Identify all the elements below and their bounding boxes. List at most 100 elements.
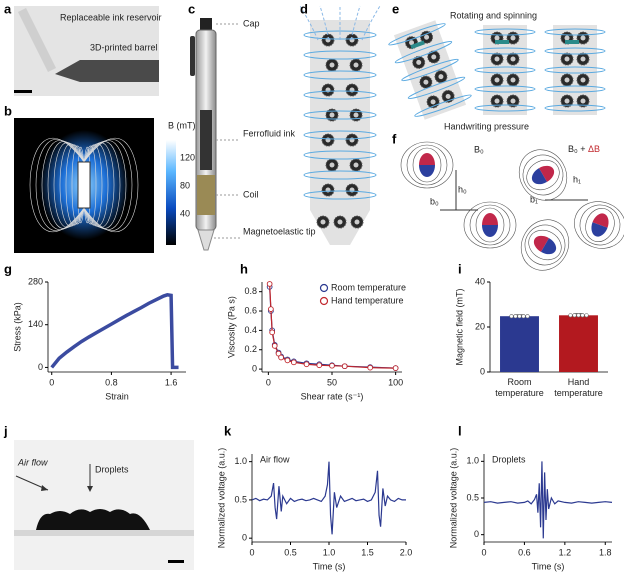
- arrow-head: [87, 486, 93, 492]
- particle-core: [430, 99, 436, 105]
- label: Droplets: [95, 464, 129, 474]
- particle-core: [445, 93, 451, 99]
- pole-n: [482, 213, 498, 225]
- pole-s: [591, 222, 608, 237]
- legend-marker: [319, 296, 329, 306]
- colorbar-tick: 80: [180, 180, 190, 190]
- legend-label: Room temperature: [331, 282, 406, 292]
- label: B₀ +: [568, 144, 588, 154]
- particle-core: [494, 56, 500, 62]
- y-tick-label: 280: [28, 276, 43, 286]
- coil-turn: [544, 66, 606, 74]
- field-line: [71, 145, 85, 225]
- x-tick-label: 1.2: [559, 547, 572, 557]
- point: [525, 314, 530, 319]
- particle-core: [580, 35, 586, 41]
- photo-j: [14, 440, 194, 570]
- label: b₀: [430, 196, 439, 206]
- y-axis-label: Magnetic field (mT): [454, 288, 464, 365]
- flow-line: [299, 5, 319, 41]
- pole-s: [419, 165, 435, 177]
- coil-turn: [414, 94, 472, 117]
- panel-letter: e: [392, 1, 399, 16]
- marker: [316, 362, 323, 369]
- particle-core: [409, 40, 415, 46]
- panel-letter: g: [4, 261, 12, 276]
- particles: [299, 5, 381, 229]
- particle-core: [510, 77, 516, 83]
- x-tick-label: 1.8: [599, 547, 612, 557]
- label: Cap: [243, 18, 260, 28]
- magnets: [400, 141, 624, 271]
- barrel: [55, 60, 159, 82]
- coil-turn: [303, 150, 377, 160]
- particle-core: [564, 77, 570, 83]
- x-tick-label: 100: [388, 377, 403, 387]
- coil-turn: [474, 104, 536, 112]
- field-loop: [518, 149, 568, 201]
- marker: [269, 329, 276, 336]
- coil-turn: [474, 47, 536, 55]
- x-tick-label-part: temperature: [554, 388, 603, 398]
- coil-turn: [303, 130, 377, 140]
- coil-turn: [394, 41, 453, 64]
- y-tick-label: 0.5: [234, 494, 247, 504]
- particle-core: [580, 98, 586, 104]
- label: h₁: [573, 174, 581, 184]
- pole-s: [541, 238, 557, 255]
- x-axis-label: Time (s): [532, 561, 565, 571]
- marker: [278, 354, 284, 361]
- marker: [271, 343, 278, 349]
- particle-core: [354, 219, 360, 225]
- marker: [392, 365, 399, 371]
- spin-arrow: [410, 40, 425, 49]
- field-lines: [29, 137, 139, 233]
- coil-turn: [303, 110, 377, 120]
- coil-turn: [544, 28, 606, 36]
- legend-label: Hand temperature: [331, 295, 404, 305]
- x-tick-label: 0: [266, 377, 271, 387]
- reservoir: [17, 7, 57, 73]
- x-tick-label: Room temperature: [495, 377, 544, 398]
- particle-core: [564, 98, 570, 104]
- x-tick-label: 50: [327, 377, 337, 387]
- dipole: [520, 219, 570, 271]
- particle-core: [580, 56, 586, 62]
- y-tick-label: 140: [28, 319, 43, 329]
- marker: [275, 350, 282, 357]
- x-tick-label: 2.0: [400, 547, 413, 557]
- label: Rotating and spinning: [450, 10, 537, 20]
- flow-line: [361, 5, 381, 41]
- panel-letter: c: [188, 1, 195, 16]
- point: [521, 314, 526, 319]
- annotation: Air flow: [260, 454, 290, 464]
- y-tick-label: 0: [38, 362, 43, 372]
- field-loop: [522, 154, 564, 196]
- y-axis-label: Stress (kPa): [12, 302, 22, 352]
- particle-core: [337, 219, 343, 225]
- dipole: [400, 141, 454, 189]
- particle-core: [438, 74, 444, 80]
- coil-turn: [474, 66, 536, 74]
- field-line: [83, 145, 97, 225]
- ferrofluid: [36, 509, 150, 530]
- y-tick-label: 20: [475, 321, 485, 331]
- clip: [190, 36, 195, 76]
- marker: [341, 363, 348, 370]
- dipole: [574, 201, 624, 249]
- x-tick-label: 0: [249, 547, 254, 557]
- tip: [197, 229, 215, 251]
- x-tick-label-part: temperature: [495, 388, 544, 398]
- coil-turn: [474, 28, 536, 36]
- marker: [367, 364, 374, 371]
- x-tick-label: 1.6: [165, 377, 178, 387]
- rotor: [388, 20, 472, 120]
- panel-letter: f: [392, 131, 397, 146]
- coil-turn: [544, 104, 606, 112]
- label: b₁: [530, 194, 538, 204]
- x-tick-label: Hand temperature: [554, 377, 603, 398]
- y-tick-label: 0: [474, 529, 479, 539]
- point: [584, 313, 589, 318]
- coil-turn: [544, 47, 606, 55]
- particle-core: [494, 98, 500, 104]
